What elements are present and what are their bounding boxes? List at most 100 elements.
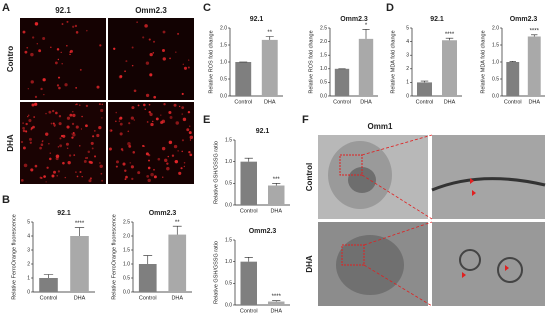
dot xyxy=(127,130,130,133)
dot xyxy=(122,149,124,152)
dot xyxy=(20,178,24,182)
image xyxy=(432,222,545,306)
f-title: Omm1 xyxy=(368,122,393,131)
dot xyxy=(61,23,64,25)
dot xyxy=(72,113,76,118)
dot xyxy=(56,84,60,87)
bar xyxy=(70,236,89,292)
x-tick-label: Control xyxy=(234,99,252,105)
bar xyxy=(168,234,187,292)
dot xyxy=(153,40,156,43)
y-tick-label: 1.5 xyxy=(225,137,232,143)
dot xyxy=(45,132,49,136)
dot xyxy=(115,165,118,168)
dot xyxy=(34,102,38,106)
dot xyxy=(161,49,165,53)
dot xyxy=(131,46,134,49)
dot xyxy=(72,111,74,113)
y-tick-label: 1 xyxy=(27,275,30,281)
dot xyxy=(22,129,26,133)
dot xyxy=(119,132,123,136)
x-tick-label: Control xyxy=(240,308,258,314)
bar xyxy=(417,82,432,96)
dot xyxy=(129,162,131,164)
y-tick-label: 2 xyxy=(406,66,409,72)
dot xyxy=(85,124,88,128)
y-tick-label: 4 xyxy=(406,39,409,45)
dot xyxy=(59,137,62,140)
dot xyxy=(30,168,34,172)
error-bar xyxy=(272,183,281,186)
dot xyxy=(149,52,153,57)
dot xyxy=(27,88,30,90)
dot xyxy=(41,140,44,143)
dot xyxy=(100,108,104,113)
chart-title: Omm2.3 xyxy=(249,228,277,235)
significance: ** xyxy=(175,220,180,226)
dot xyxy=(146,175,150,178)
dot xyxy=(35,22,37,24)
y-tick-label: 1.5 xyxy=(320,53,327,59)
y-tick-label: 1.5 xyxy=(492,42,499,48)
dot xyxy=(162,30,166,34)
dot xyxy=(51,109,55,113)
y-tick-label: 3 xyxy=(27,247,30,253)
y-tick-label: 1.0 xyxy=(220,59,227,65)
dot xyxy=(119,75,123,78)
y-tick-label: 1.0 xyxy=(225,259,232,265)
column-label: 92.1 xyxy=(55,6,71,15)
panel-letter: F xyxy=(302,114,309,126)
dot xyxy=(22,30,26,34)
dot xyxy=(27,115,29,118)
chart-title: Omm2.3 xyxy=(510,16,538,23)
dot xyxy=(30,80,34,84)
x-tick-label: DHA xyxy=(270,308,282,314)
dot xyxy=(174,160,176,163)
dot xyxy=(58,86,61,90)
dot xyxy=(60,51,62,53)
dot xyxy=(33,116,36,118)
bar xyxy=(442,40,457,96)
y-tick-label: 1.5 xyxy=(220,42,227,48)
dot xyxy=(38,49,42,53)
x-tick-label: Control xyxy=(416,99,434,105)
dot xyxy=(124,70,126,73)
error-bar xyxy=(531,34,538,37)
dot xyxy=(115,160,119,164)
dot xyxy=(68,154,72,157)
x-tick-label: DHA xyxy=(171,295,183,301)
dot xyxy=(162,57,166,61)
dot xyxy=(175,51,177,53)
row-label: DHA xyxy=(6,134,15,152)
x-tick-label: DHA xyxy=(444,99,456,105)
panel-letter: A xyxy=(2,2,10,14)
dot xyxy=(69,49,73,53)
dot xyxy=(179,105,181,108)
dot xyxy=(148,110,151,114)
dot xyxy=(182,63,185,66)
dot xyxy=(133,119,135,121)
dot xyxy=(91,147,94,150)
dot xyxy=(62,161,65,165)
dot xyxy=(42,78,46,82)
dot xyxy=(79,170,82,174)
dot xyxy=(146,121,149,123)
dot xyxy=(89,160,92,164)
error-bar xyxy=(43,274,54,278)
dot xyxy=(93,129,96,132)
dot xyxy=(67,160,71,165)
dot xyxy=(137,104,140,107)
dot xyxy=(100,172,103,175)
chart-title: Omm2.3 xyxy=(149,210,177,217)
y-tick-label: 0.0 xyxy=(225,202,232,208)
y-axis-label: Relative GSH/GSSG ratio xyxy=(213,141,219,204)
y-tick-label: 0.0 xyxy=(492,93,499,99)
dot xyxy=(147,178,151,183)
dot xyxy=(186,128,190,132)
chart-title: 92.1 xyxy=(57,210,71,217)
dot xyxy=(177,32,180,35)
dot xyxy=(153,95,157,99)
panel-letter: E xyxy=(203,114,210,126)
dot xyxy=(168,110,172,114)
x-tick-label: Control xyxy=(40,295,58,301)
